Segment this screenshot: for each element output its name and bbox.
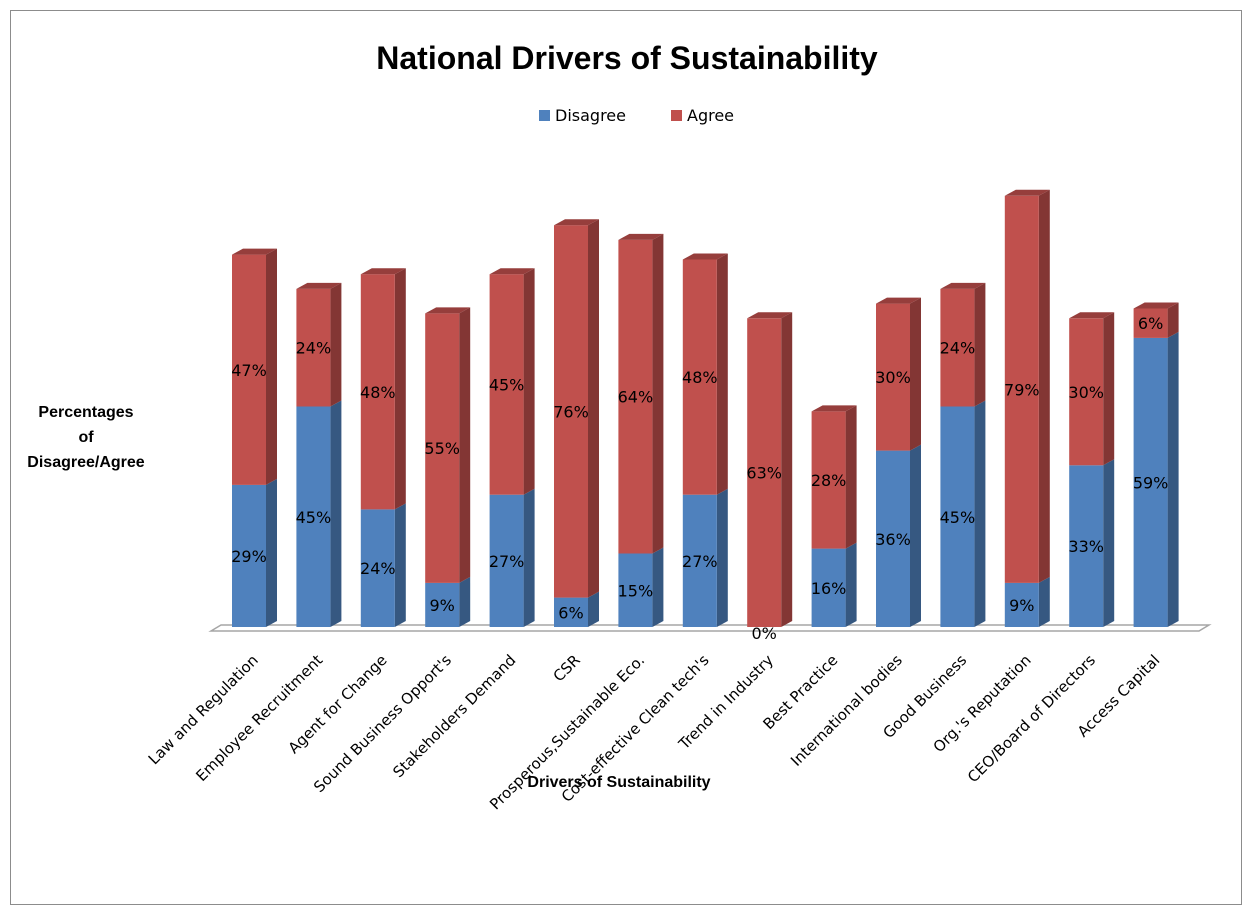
bars-group [232,189,1179,627]
legend-swatch-agree [671,110,682,121]
bar-disagree-0 [232,478,277,627]
value-label-disagree-13: 33% [1068,537,1104,556]
bar-agree-6 [618,233,664,554]
bar-agree-1 [296,282,342,407]
bar-agree-14 [1133,302,1179,338]
y-axis-title: Percentages of Disagree/Agree [27,404,144,471]
bar-agree-0 [232,248,277,485]
x-axis-title: Drivers of Sustainability [527,774,710,791]
bar-agree-10 [876,297,921,451]
value-label-disagree-2: 24% [360,559,396,578]
bar-agree-11 [940,282,986,407]
bar-agree-5 [554,219,599,598]
value-label-agree-5: 76% [553,402,589,421]
bar-disagree-7 [682,488,728,627]
value-label-agree-0: 47% [231,361,267,380]
bar-disagree-14 [1133,331,1179,627]
value-label-disagree-7: 27% [682,552,718,571]
category-label-13: CEO/Board of Directors [964,651,1099,786]
chart-title: National Drivers of Sustainability [376,40,878,76]
y-axis-title-line-2: of [78,429,94,446]
value-label-agree-9: 28% [811,471,847,490]
y-axis-title-line-1: Percentages [38,404,133,421]
value-label-agree-1: 24% [296,339,332,358]
bar-disagree-13 [1069,459,1115,627]
bar-disagree-5 [554,591,599,627]
bar-disagree-3 [425,576,471,627]
chart-svg: National Drivers of Sustainability Disag… [27,40,1212,813]
value-label-agree-12: 79% [1004,380,1040,399]
bar-agree-4 [489,268,535,495]
legend: Disagree Agree [539,106,734,125]
value-label-disagree-12: 9% [1009,596,1034,615]
bar-disagree-11 [940,400,986,627]
bar-disagree-2 [360,503,406,627]
bar-disagree-4 [489,488,535,627]
legend-label-disagree: Disagree [555,106,626,125]
legend-label-agree: Agree [687,106,734,125]
bar-agree-8 [747,312,793,627]
value-label-agree-10: 30% [875,368,911,387]
value-label-agree-6: 64% [618,388,654,407]
chart-frame: National Drivers of Sustainability Disag… [10,10,1242,905]
bar-agree-3 [425,307,471,583]
legend-swatch-disagree [539,110,550,121]
bar-agree-2 [360,268,406,510]
value-label-disagree-6: 15% [618,581,654,600]
bar-agree-7 [682,253,728,495]
value-label-disagree-1: 45% [296,508,332,527]
y-axis-title-line-3: Disagree/Agree [27,454,144,471]
bar-disagree-9 [811,542,857,627]
value-label-agree-3: 55% [424,439,460,458]
value-label-agree-4: 45% [489,375,525,394]
value-label-disagree-11: 45% [940,508,976,527]
value-label-disagree-3: 9% [430,596,455,615]
bar-disagree-1 [296,400,342,627]
value-label-agree-13: 30% [1068,383,1104,402]
bar-disagree-6 [618,547,664,627]
category-label-5: CSR [550,651,584,685]
value-label-agree-8: 63% [746,464,782,483]
value-label-disagree-14: 59% [1133,473,1169,492]
value-label-agree-7: 48% [682,368,718,387]
value-label-disagree-5: 6% [558,603,583,622]
value-labels-group: 29% 47% 45% 24% 24% 48% 9% 55% 27% 45% 6% 76% 15% 64%… [231,314,1168,643]
value-label-disagree-9: 16% [811,579,847,598]
category-label-0: Law and Regulation [145,651,262,768]
value-label-disagree-4: 27% [489,552,525,571]
value-label-agree-11: 24% [940,339,976,358]
bar-disagree-12 [1004,576,1050,627]
value-label-disagree-8: 0% [752,624,777,643]
bar-agree-13 [1069,312,1115,466]
value-label-disagree-10: 36% [875,530,911,549]
bar-agree-12 [1004,189,1050,583]
category-label-1: Employee Recruitment [192,651,326,785]
bar-disagree-10 [876,444,921,627]
value-label-agree-2: 48% [360,383,396,402]
value-label-agree-14: 6% [1138,314,1163,333]
category-label-10: International bodies [787,651,906,770]
bar-agree-9 [811,405,857,549]
category-label-4: Stakeholders Demand [389,651,519,781]
value-label-disagree-0: 29% [231,547,267,566]
